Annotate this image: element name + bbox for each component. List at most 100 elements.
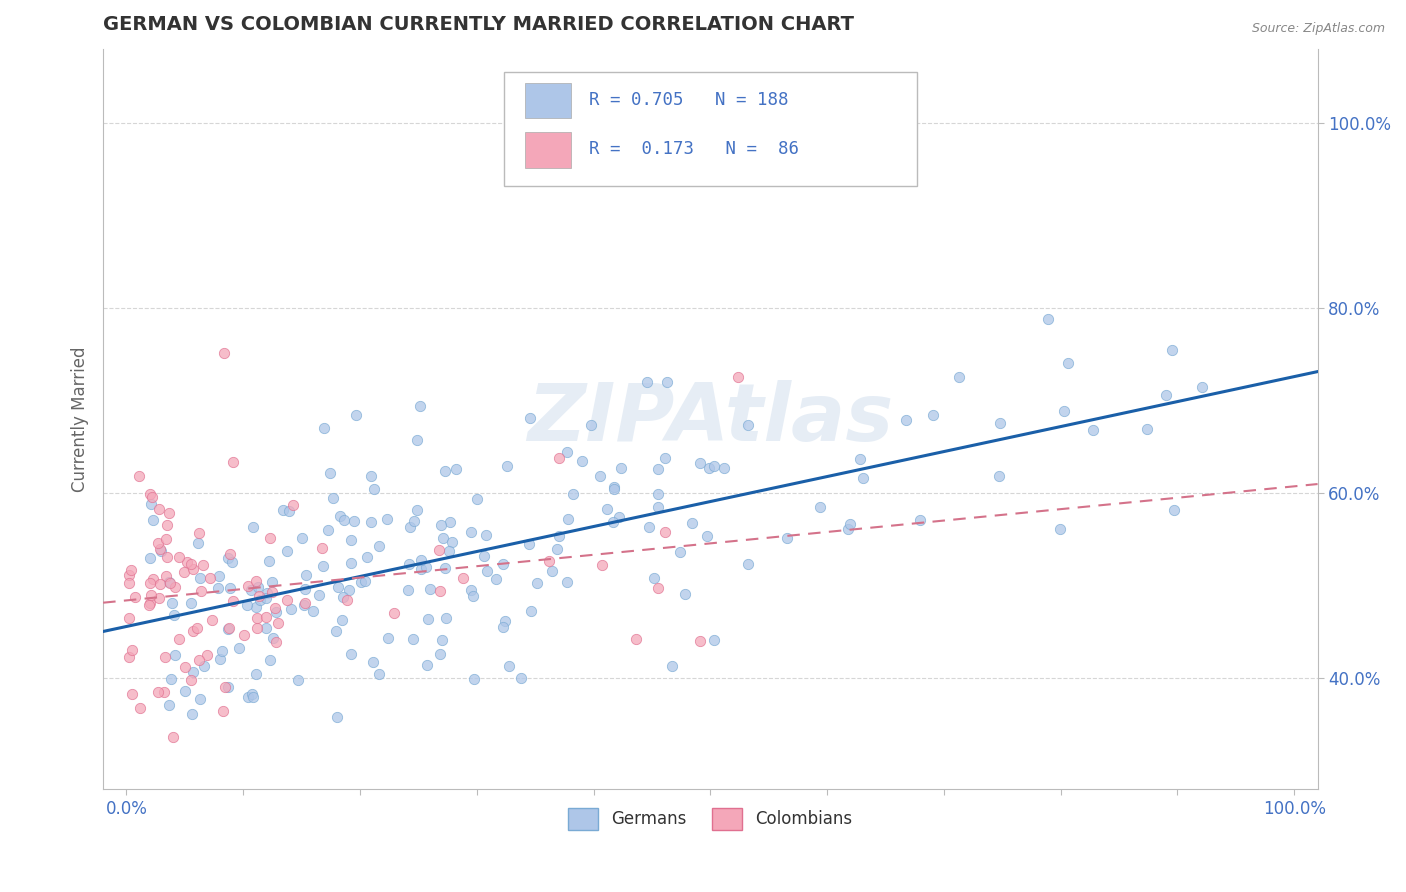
Point (259, 653, 281, 667)
Point (377, 511, 399, 525)
Point (259, 531, 281, 545)
Point (291, 531, 314, 545)
Point (162, 596, 184, 610)
Point (432, 632, 454, 647)
Point (603, 480, 626, 494)
Point (156, 550, 179, 565)
Point (287, 673, 309, 687)
Point (191, 558, 214, 573)
Point (409, 562, 432, 576)
Text: ZIPAtlas: ZIPAtlas (527, 380, 893, 458)
Point (142, 512, 165, 526)
Point (188, 691, 211, 706)
Point (118, 611, 141, 625)
Point (245, 667, 267, 681)
Point (186, 621, 208, 635)
Point (340, 533, 363, 548)
Point (249, 592, 271, 607)
Point (155, 532, 177, 546)
Point (697, 461, 720, 475)
Point (492, 557, 515, 571)
FancyBboxPatch shape (524, 132, 571, 168)
Point (209, 652, 232, 666)
Point (138, 599, 160, 613)
Point (695, 529, 717, 543)
Point (149, 541, 172, 556)
Point (312, 421, 335, 435)
Point (654, 525, 676, 540)
Point (236, 690, 259, 705)
Point (141, 572, 163, 586)
Point (602, 515, 624, 529)
Point (245, 600, 267, 615)
Point (217, 622, 239, 636)
Point (526, 576, 548, 591)
Point (155, 649, 177, 664)
Point (150, 544, 173, 558)
Point (174, 659, 197, 673)
Point (555, 445, 578, 459)
Point (382, 606, 405, 620)
Point (460, 524, 482, 539)
Point (363, 655, 385, 669)
Point (245, 574, 267, 589)
Point (121, 687, 143, 701)
Point (475, 564, 498, 578)
Point (463, 672, 485, 686)
Point (908, 513, 931, 527)
Point (356, 550, 378, 565)
Point (439, 515, 461, 529)
Point (246, 580, 269, 594)
Point (295, 568, 318, 582)
Point (673, 587, 696, 601)
Point (180, 673, 202, 688)
Point (149, 576, 172, 591)
Point (465, 492, 488, 507)
Point (440, 535, 463, 549)
Point (212, 346, 235, 360)
Text: R =  0.173   N =  86: R = 0.173 N = 86 (589, 140, 799, 158)
Point (647, 500, 669, 515)
Point (461, 589, 484, 603)
Point (433, 561, 456, 575)
Point (218, 621, 240, 635)
Point (1156, 387, 1178, 401)
Point (589, 469, 612, 483)
Point (278, 503, 301, 517)
Point (156, 518, 179, 533)
Point (368, 539, 391, 553)
Point (236, 578, 259, 592)
Point (415, 559, 437, 574)
Point (681, 516, 703, 530)
Point (118, 567, 141, 582)
Text: R = 0.705   N = 188: R = 0.705 N = 188 (589, 92, 789, 110)
Point (167, 632, 190, 647)
Point (262, 631, 284, 645)
Point (548, 450, 571, 465)
Point (948, 369, 970, 384)
Point (548, 529, 571, 543)
Point (222, 593, 245, 607)
Point (159, 575, 181, 590)
Point (236, 598, 259, 612)
Point (430, 517, 453, 532)
Point (246, 611, 269, 625)
Point (254, 609, 277, 624)
Point (1057, 356, 1080, 370)
Point (703, 632, 725, 647)
Point (148, 501, 170, 516)
Point (322, 491, 344, 505)
Point (411, 553, 433, 567)
Point (546, 541, 568, 556)
Point (214, 680, 236, 694)
Point (1163, 502, 1185, 516)
Point (264, 605, 287, 619)
Legend: Germans, Colombians: Germans, Colombians (561, 802, 859, 837)
Point (256, 586, 278, 600)
Point (181, 562, 204, 576)
Point (437, 544, 460, 558)
Point (193, 659, 215, 673)
Point (429, 647, 451, 661)
Point (776, 531, 799, 545)
Point (610, 461, 633, 475)
